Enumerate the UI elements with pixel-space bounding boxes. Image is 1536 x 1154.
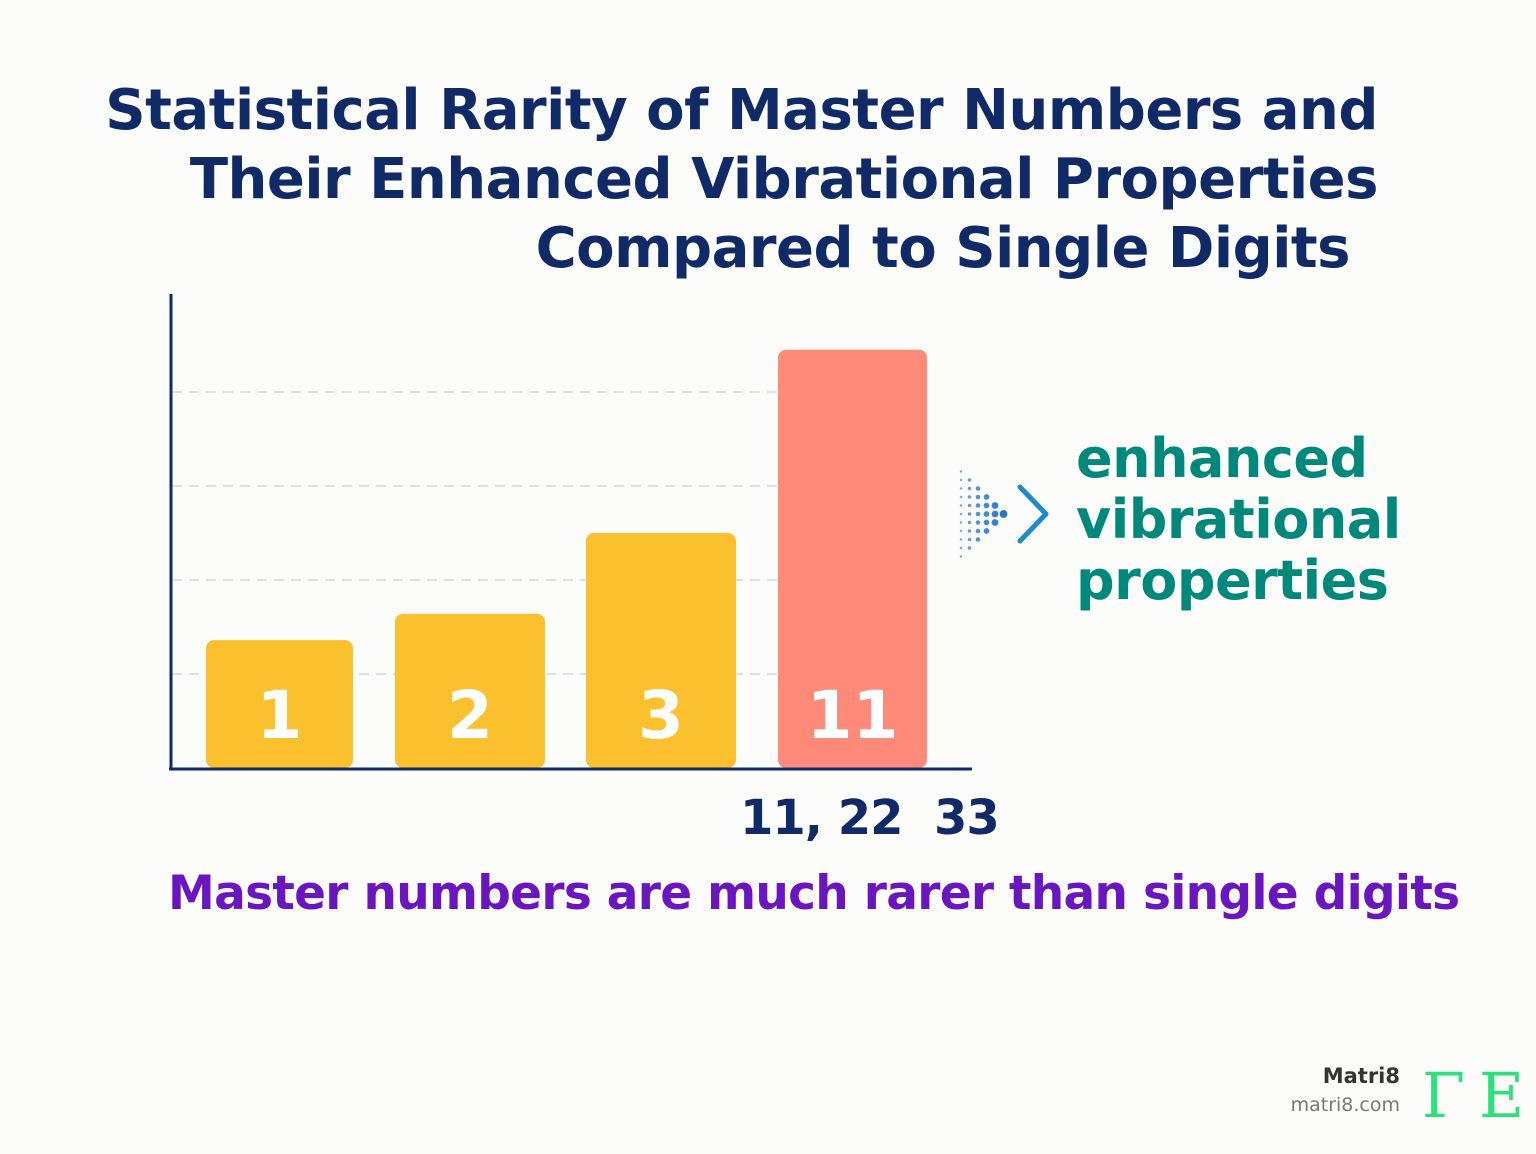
bar-2 bbox=[395, 613, 545, 768]
arrow-dot bbox=[983, 519, 990, 526]
arrow-dot bbox=[967, 546, 972, 550]
arrow-dot bbox=[959, 538, 963, 541]
arrow-dot bbox=[959, 504, 963, 507]
arrow-dot bbox=[967, 478, 972, 482]
arrow-dot bbox=[967, 486, 972, 491]
arrow-dot bbox=[967, 512, 972, 516]
annotation-line: properties bbox=[1076, 549, 1389, 612]
arrow-dot bbox=[967, 529, 972, 533]
arrow-dot bbox=[967, 520, 972, 525]
arrow-dot bbox=[975, 503, 981, 508]
bar-label: 1 bbox=[257, 677, 303, 754]
brand-url: matri8.com bbox=[1290, 1094, 1400, 1116]
arrow-dot bbox=[959, 521, 963, 524]
title-line: Compared to Single Digits bbox=[535, 216, 1351, 281]
caption: Master numbers are much rarer than singl… bbox=[168, 866, 1460, 921]
chart-title: Statistical Rarity of Master Numbers and… bbox=[105, 76, 1378, 283]
title-line: Their Enhanced Vibrational Properties bbox=[189, 147, 1379, 212]
annotation-line: vibrational bbox=[1076, 488, 1401, 551]
arrow-dot bbox=[975, 494, 981, 500]
arrow-dot bbox=[991, 519, 999, 526]
arrow-dot bbox=[983, 494, 990, 500]
arrow-dot bbox=[983, 511, 990, 517]
arrow-dot bbox=[983, 528, 990, 534]
arrow-dot bbox=[959, 495, 963, 499]
arrow-dot bbox=[959, 470, 963, 473]
arrow-dot bbox=[983, 502, 990, 509]
side-annotation: enhanced vibrational properties bbox=[1076, 428, 1401, 611]
arrow-dot bbox=[959, 478, 963, 482]
arrow-dot bbox=[991, 502, 999, 509]
arrow-dot bbox=[967, 537, 972, 542]
logo-icon: ΓE bbox=[1422, 1059, 1536, 1132]
arrow-dot bbox=[959, 512, 963, 516]
bar-1 bbox=[206, 640, 353, 768]
brand: Matri8 matri8.com bbox=[1291, 1064, 1400, 1116]
annotation-line: enhanced bbox=[1076, 427, 1368, 490]
arrow-dot bbox=[975, 528, 981, 534]
bar-label: 3 bbox=[638, 677, 684, 754]
arrow-dot bbox=[959, 529, 963, 533]
arrow-dot bbox=[959, 555, 963, 558]
bar-3 bbox=[586, 533, 736, 768]
arrow-dot bbox=[967, 503, 972, 508]
chevron-right-icon bbox=[1017, 484, 1049, 544]
brand-name: Matri8 bbox=[1322, 1064, 1400, 1088]
arrow-dot bbox=[975, 486, 981, 491]
arrow-dot bbox=[991, 510, 999, 518]
title-line: Statistical Rarity of Master Numbers and bbox=[105, 78, 1378, 143]
bar-label: 11 bbox=[807, 677, 899, 754]
arrow-dot bbox=[975, 537, 981, 542]
bar-11 bbox=[778, 349, 927, 768]
arrow-dot bbox=[999, 510, 1008, 518]
arrow-dot bbox=[959, 487, 963, 490]
master-numbers-label: 11, 22 33 bbox=[740, 790, 1000, 846]
arrow-dot bbox=[959, 546, 963, 550]
bar-label: 2 bbox=[447, 677, 493, 754]
arrow-dot bbox=[975, 511, 981, 517]
arrow-dot bbox=[975, 520, 981, 525]
arrow-dot bbox=[967, 495, 972, 499]
